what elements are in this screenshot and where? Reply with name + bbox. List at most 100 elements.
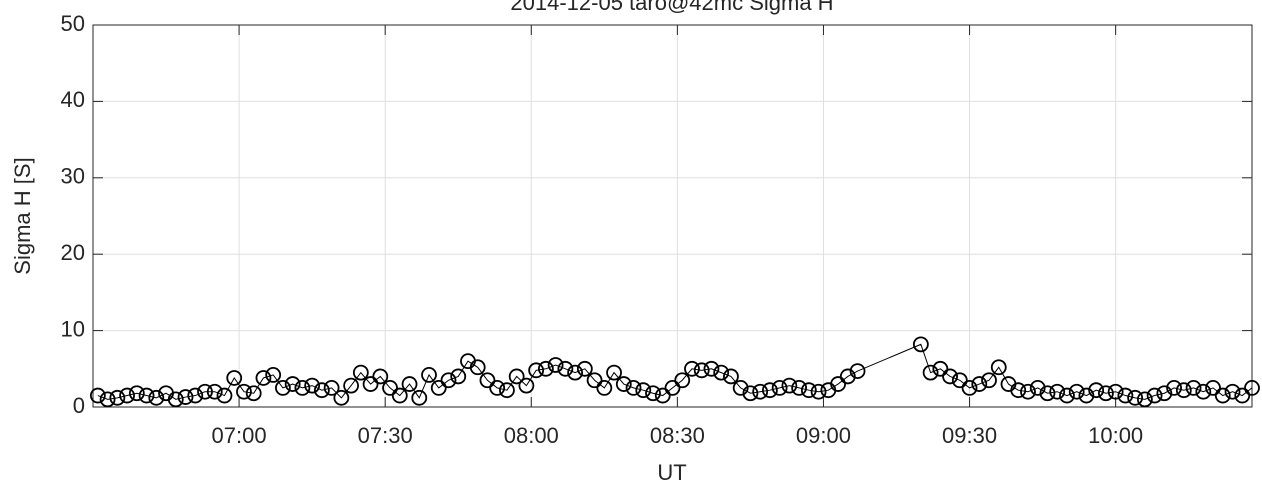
data-point [912, 336, 929, 353]
data-point [1039, 385, 1056, 402]
y-tick-label: 20 [61, 240, 85, 265]
data-point [537, 360, 554, 377]
x-tick-label: 09:30 [942, 423, 997, 448]
data-point [810, 383, 827, 400]
data-point [922, 364, 939, 381]
chart-title: 2014-12-05 taro@42mc Sigma H [510, 0, 833, 15]
y-tick-label: 30 [61, 164, 85, 189]
data-point [294, 379, 311, 396]
data-point [981, 372, 997, 389]
x-tick-label: 08:00 [504, 423, 559, 448]
data-point [1049, 383, 1066, 400]
data-point [1088, 382, 1105, 399]
x-tick-label: 07:30 [358, 423, 413, 448]
data-point [791, 379, 808, 396]
data-point [645, 385, 661, 402]
data-point [255, 370, 272, 386]
data-point [440, 372, 457, 389]
data-point [313, 382, 330, 399]
data-point [703, 360, 720, 377]
data-point [304, 377, 321, 394]
data-point [489, 379, 506, 396]
data-point [606, 364, 622, 381]
data-point [752, 383, 769, 400]
data-point [586, 372, 603, 389]
data-point [119, 387, 135, 404]
data-point [1117, 387, 1134, 404]
data-point [167, 391, 184, 408]
data-point [216, 387, 233, 404]
data-point [148, 389, 165, 406]
data-point [499, 382, 515, 399]
data-point [1166, 379, 1182, 396]
data-point [849, 363, 866, 379]
data-point [1029, 379, 1046, 396]
data-point [469, 359, 486, 376]
data-point [421, 367, 437, 383]
data-point [1098, 385, 1114, 402]
data-point [187, 387, 204, 404]
data-point [990, 359, 1007, 376]
data-point [450, 368, 467, 385]
data-point [1234, 387, 1251, 404]
data-point [576, 360, 593, 377]
data-point [932, 360, 949, 377]
data-point [732, 379, 749, 396]
data-point [625, 379, 642, 396]
data-point [1205, 379, 1221, 396]
data-point [596, 379, 613, 396]
plot-frame [92, 24, 1253, 408]
data-point [654, 387, 671, 404]
y-tick-label: 50 [61, 11, 85, 36]
data-point [781, 377, 798, 394]
data-point [1020, 383, 1036, 400]
data-point [713, 364, 730, 381]
data-point [275, 379, 291, 396]
data-point [265, 367, 282, 383]
data-point [236, 383, 252, 400]
data-point [352, 364, 369, 381]
data-point [528, 362, 545, 379]
data-point [1156, 385, 1173, 402]
x-tick-label: 07:00 [212, 423, 267, 448]
data-point [723, 368, 739, 385]
series-line [97, 343, 1253, 400]
y-tick-label: 0 [73, 393, 85, 418]
data-point [323, 379, 340, 396]
data-point [1244, 379, 1260, 396]
data-point [177, 389, 194, 405]
data-point [674, 372, 691, 389]
data-point [411, 389, 428, 406]
data-point [1136, 391, 1153, 408]
data-point [771, 379, 788, 396]
data-point [664, 379, 681, 396]
x-tick-label: 08:30 [650, 423, 705, 448]
data-point [951, 372, 968, 389]
data-point [1107, 383, 1124, 400]
data-point [391, 387, 408, 404]
data-point [557, 360, 574, 377]
x-tick-label: 10:00 [1088, 423, 1143, 448]
data-point [1185, 379, 1202, 396]
data-point [971, 376, 988, 392]
data-point [226, 370, 243, 386]
data-point [1068, 383, 1085, 400]
data-point [742, 385, 759, 402]
data-point [961, 379, 978, 396]
data-point [518, 377, 535, 394]
data-point [245, 385, 262, 402]
x-axis-label: UT [657, 460, 686, 485]
data-point [1078, 387, 1095, 404]
y-tick-label: 40 [61, 87, 85, 112]
data-point [684, 360, 700, 377]
data-point [830, 376, 846, 392]
data-point [1146, 387, 1163, 404]
x-tick-label: 09:00 [796, 423, 851, 448]
data-point [1175, 382, 1192, 399]
data-point [635, 382, 652, 399]
data-point [382, 379, 398, 396]
data-point [1127, 389, 1144, 406]
data-point [761, 382, 778, 399]
data-point [343, 377, 359, 394]
